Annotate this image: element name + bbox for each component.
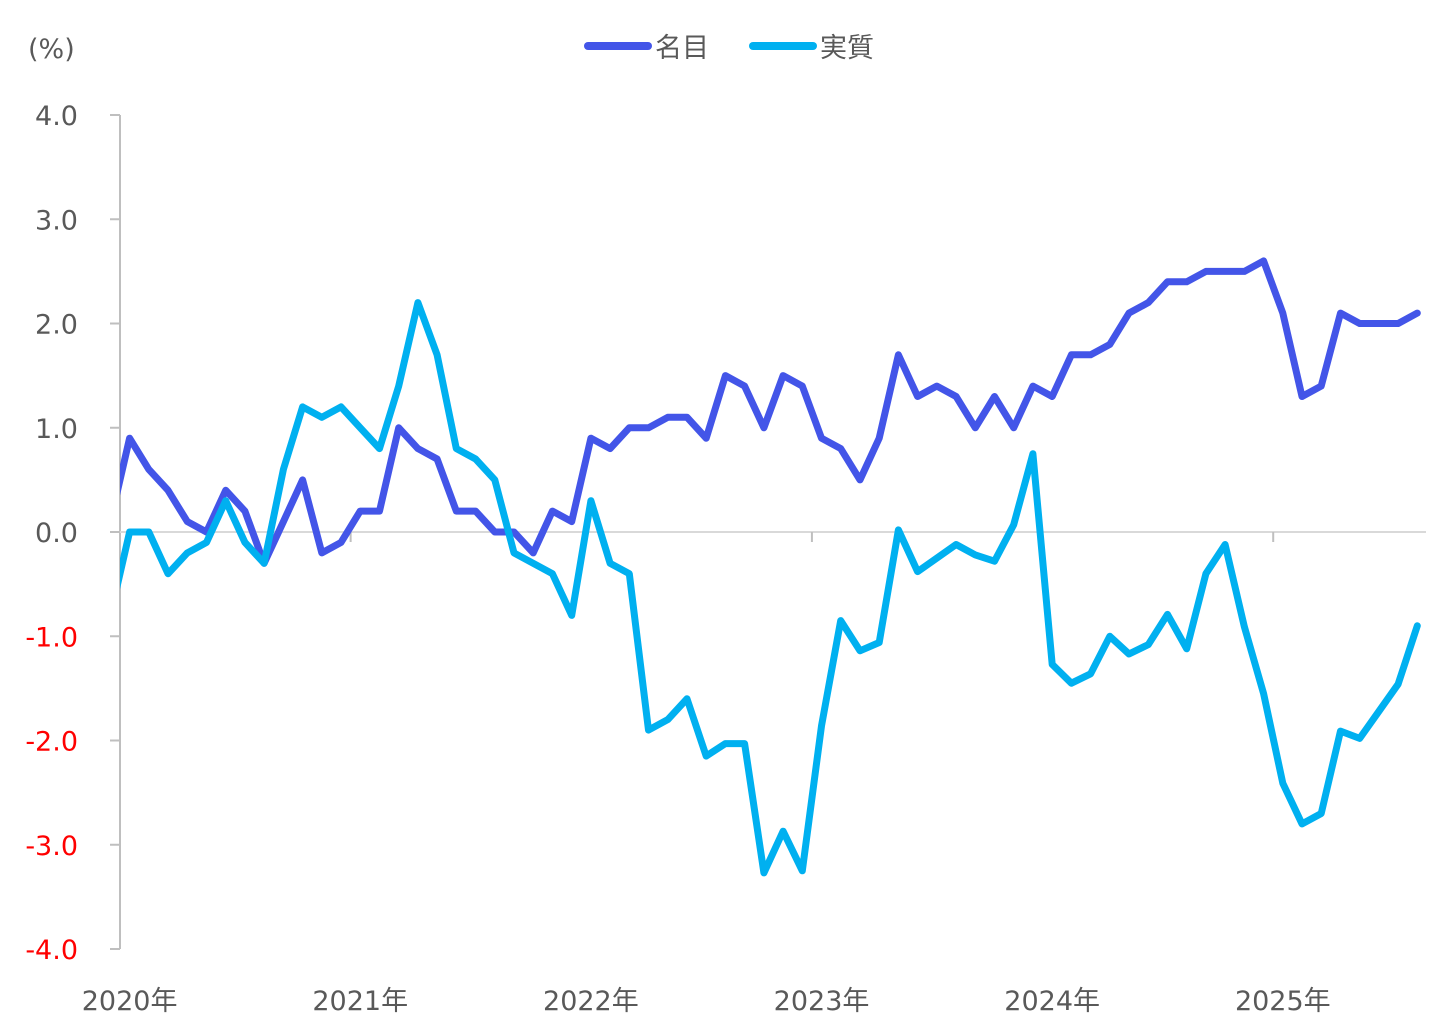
legend: 名目 実質 (584, 33, 874, 64)
x-tick-label: 2020年 (82, 986, 178, 1017)
y-tick-label: -4.0 (25, 935, 78, 966)
x-tick-label: 2024年 (1004, 986, 1100, 1017)
series-line-real (120, 299, 1421, 877)
x-tick-label: 2022年 (543, 986, 639, 1017)
y-tick-label: 4.0 (35, 101, 78, 132)
y-unit-label: (%) (28, 34, 75, 65)
y-tick-label: 3.0 (35, 205, 78, 236)
y-tick-label: 1.0 (35, 414, 78, 445)
x-tick-label: 2021年 (312, 986, 408, 1017)
y-tick-label: 2.0 (35, 310, 78, 341)
legend-label-real: 実質 (820, 33, 874, 64)
series-group (120, 257, 1421, 877)
legend-label-nominal: 名目 (655, 33, 709, 64)
x-tick-label: 2025年 (1235, 986, 1331, 1017)
y-tick-label: 0.0 (35, 518, 78, 549)
x-tick-label: 2023年 (774, 986, 870, 1017)
y-tick-label: -3.0 (25, 831, 78, 862)
y-tick-label: -1.0 (25, 622, 78, 653)
y-tick-label: -2.0 (25, 727, 78, 758)
